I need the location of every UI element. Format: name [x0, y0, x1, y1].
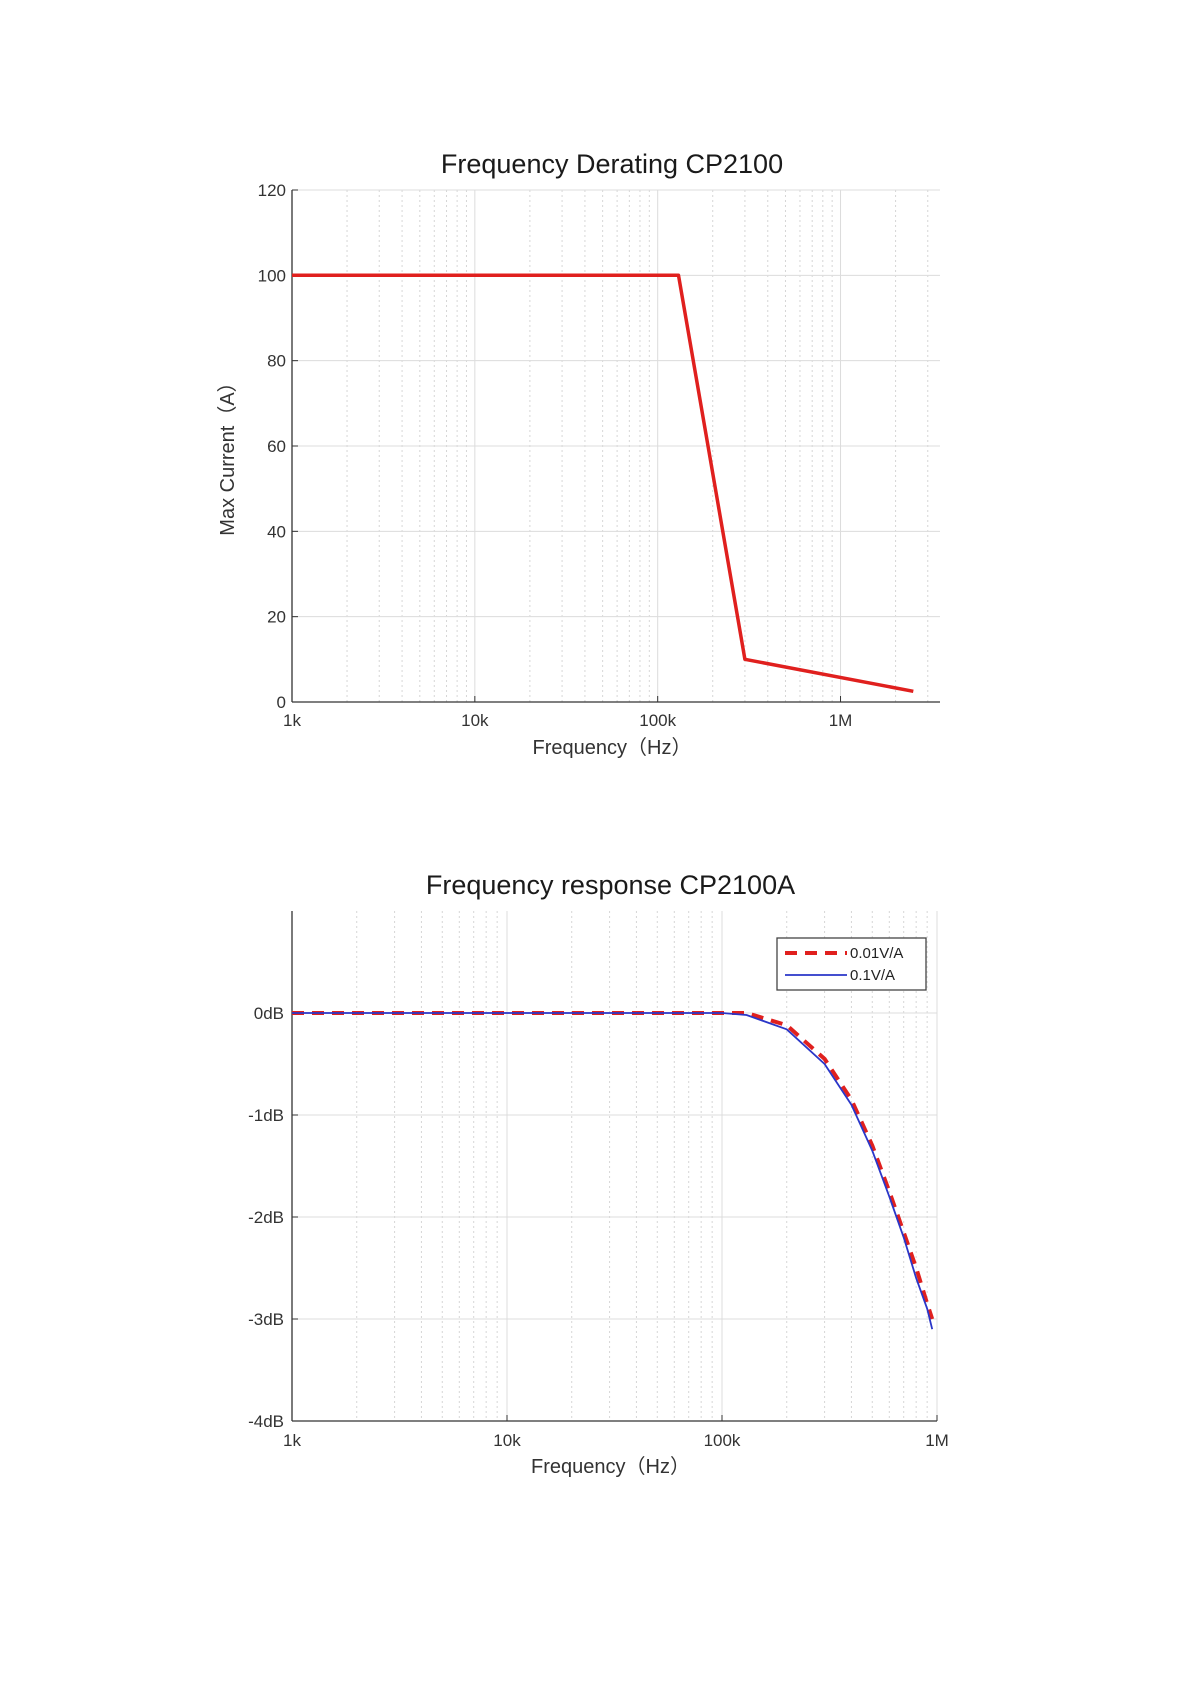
x-tick-label: 1M — [829, 711, 853, 730]
x-tick-label: 1k — [283, 711, 301, 730]
series-line-0 — [292, 273, 914, 694]
x-tick-label: 100k — [639, 711, 676, 730]
y-tick-label: 0 — [277, 693, 286, 712]
chart-title: Frequency response CP2100A — [426, 870, 795, 900]
legend-label-1: 0.1V/A — [850, 967, 895, 984]
legend-label-0: 0.01V/A — [850, 945, 903, 962]
legend-box — [776, 937, 927, 991]
y-tick-label: 40 — [267, 522, 286, 541]
y-tick-label: -2dB — [248, 1208, 284, 1227]
y-tick-label: 100 — [258, 266, 286, 285]
y-tick-label: 0dB — [254, 1004, 284, 1023]
y-axis-label: Max Current（A） — [216, 372, 239, 535]
y-tick-label: -4dB — [248, 1412, 284, 1431]
x-tick-label: 1k — [283, 1431, 301, 1450]
y-tick-label: 60 — [267, 437, 286, 456]
x-axis-label: Frequency（Hz） — [531, 1455, 690, 1478]
major-grid — [292, 189, 940, 702]
chart-title: Frequency Derating CP2100 — [441, 149, 783, 179]
minor-grid — [356, 911, 928, 1421]
derating-chart-svg: 1k 10k 100k 1M 0 20 40 60 80 100 120 Frequency Dera… — [216, 149, 940, 759]
y-tick-label: 20 — [267, 608, 286, 627]
x-axis-label: Frequency（Hz） — [533, 736, 692, 759]
series-line-0 — [292, 1011, 935, 1320]
derating-chart: 1k 10k 100k 1M 0 20 40 60 80 100 120 Frequency Dera… — [0, 0, 1191, 800]
response-chart: 1k 10k 100k 1M -4dB -3dB -2dB -1dB 0dB Frequency … — [0, 800, 1191, 1500]
x-tick-label: 1M — [925, 1431, 949, 1450]
y-tick-label: 120 — [258, 181, 286, 200]
y-tick-label: -1dB — [248, 1106, 284, 1125]
series-line-1 — [292, 1012, 934, 1330]
y-tick-label: 80 — [267, 352, 286, 371]
x-tick-label: 100k — [704, 1431, 741, 1450]
legend: 0.01V/A 0.1V/A — [776, 937, 927, 991]
x-tick-label: 10k — [461, 711, 489, 730]
y-tick-label: -3dB — [248, 1310, 284, 1329]
x-tick-label: 10k — [493, 1431, 521, 1450]
response-chart-svg: 1k 10k 100k 1M -4dB -3dB -2dB -1dB 0dB Frequency … — [248, 870, 949, 1478]
